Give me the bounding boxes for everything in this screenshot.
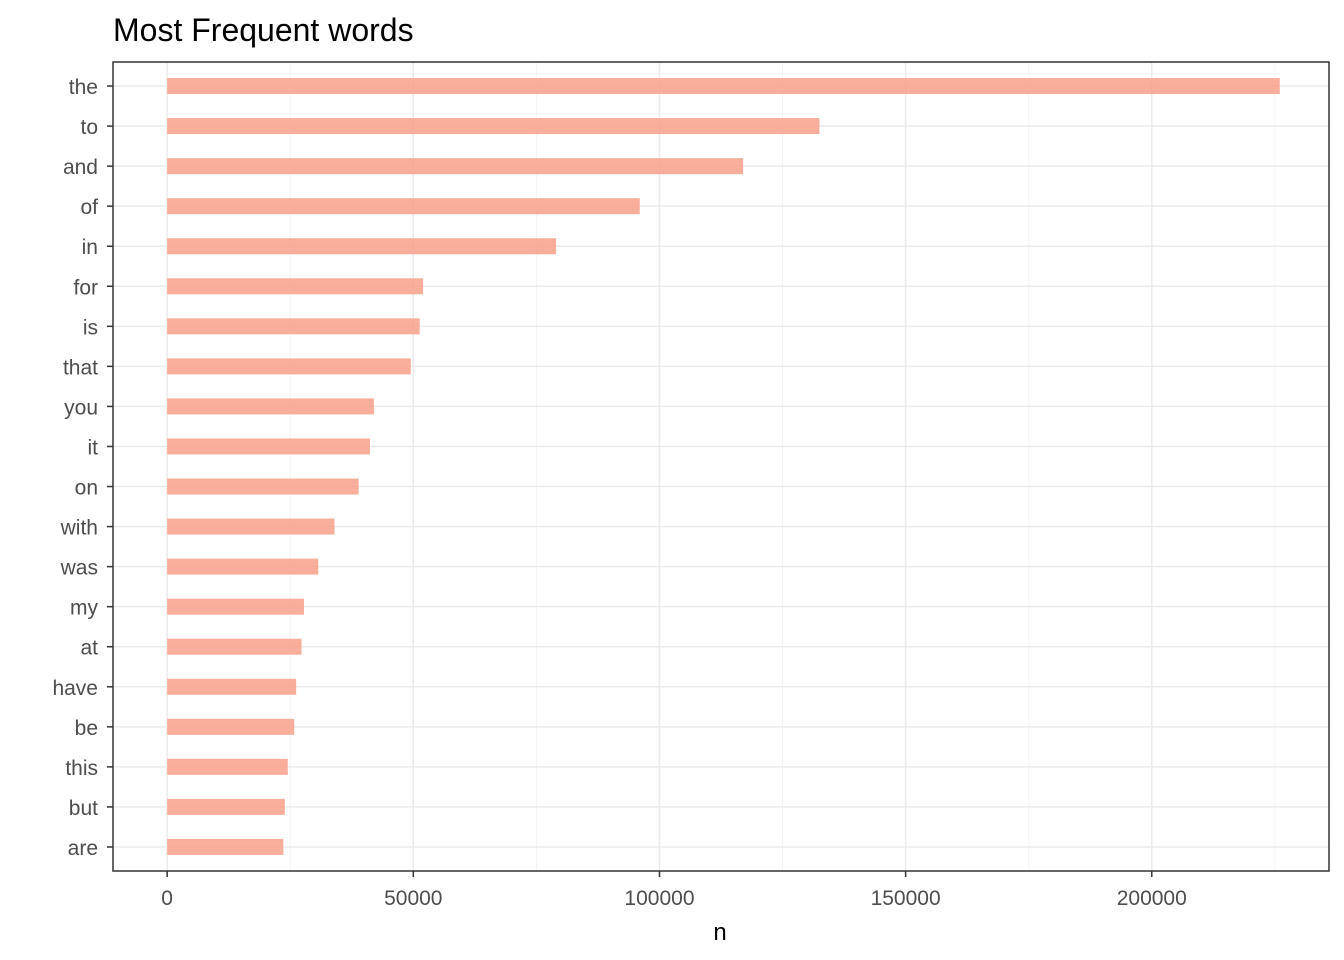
x-tick-label: 100000 xyxy=(624,887,694,910)
x-tick-label: 50000 xyxy=(384,887,442,910)
bar-have xyxy=(167,678,297,695)
y-tick-label: that xyxy=(63,356,98,379)
bar-be xyxy=(167,718,295,735)
y-tick-label: is xyxy=(83,316,98,339)
y-tick-label: to xyxy=(80,116,98,139)
bar-are xyxy=(167,838,284,855)
y-tick-label: have xyxy=(52,677,98,700)
y-tick-label: at xyxy=(80,637,98,660)
bar-but xyxy=(167,798,285,815)
bar-and xyxy=(167,158,744,175)
y-tick-label: for xyxy=(73,276,98,299)
x-tick-label: 150000 xyxy=(871,887,941,910)
bar-that xyxy=(167,358,411,375)
bar-it xyxy=(167,438,370,455)
y-tick-label: with xyxy=(60,517,98,540)
y-tick-label: of xyxy=(80,196,98,219)
bar-in xyxy=(167,238,557,255)
bar-you xyxy=(167,398,374,415)
bar-this xyxy=(167,758,288,775)
y-tick-label: my xyxy=(70,597,98,620)
bar-to xyxy=(167,118,820,135)
bar-on xyxy=(167,478,359,495)
bar-for xyxy=(167,278,424,295)
y-tick-label: and xyxy=(63,156,98,179)
bar-with xyxy=(167,518,335,535)
bar-is xyxy=(167,318,420,335)
y-tick-label: this xyxy=(65,757,98,780)
bars xyxy=(167,78,1280,855)
panel-border xyxy=(112,61,1330,872)
x-axis: 0 50000 100000 150000 200000 xyxy=(161,871,1187,910)
bar-at xyxy=(167,638,302,655)
y-tick-label: you xyxy=(64,396,98,419)
y-axis: the to and of in for is that you it on with was my at h… xyxy=(52,76,113,860)
y-tick-label: was xyxy=(60,557,98,580)
bar-my xyxy=(167,598,305,615)
y-tick-label: the xyxy=(69,76,98,99)
bar-of xyxy=(167,198,640,215)
y-tick-label: be xyxy=(75,717,98,740)
grid-lines xyxy=(113,62,1329,871)
y-tick-label: on xyxy=(75,477,98,500)
x-tick-label: 0 xyxy=(161,887,173,910)
y-tick-label: it xyxy=(88,436,99,459)
x-tick-label: 200000 xyxy=(1117,887,1187,910)
chart-title: Most Frequent words xyxy=(113,12,414,48)
bar-the xyxy=(167,78,1280,95)
bar-was xyxy=(167,558,319,575)
y-tick-label: but xyxy=(69,797,98,820)
y-tick-label: are xyxy=(68,837,98,860)
y-tick-label: in xyxy=(82,236,98,259)
x-axis-title: n xyxy=(713,919,726,946)
